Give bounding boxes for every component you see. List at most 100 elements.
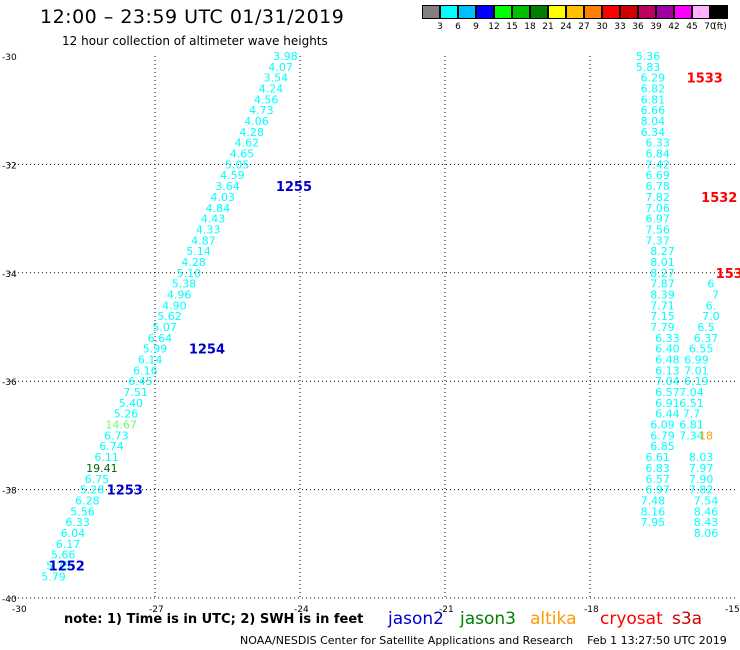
chart-title: 12:00 – 23:59 UTC 01/31/2019 [40,6,345,28]
swh-value: 4.24 [259,83,284,96]
swh-value: 14.67 [105,419,137,432]
scale-label: 6 [455,22,461,32]
swh-value: 7.42 [645,158,670,171]
y-tick-label: -38 [2,487,17,497]
swh-value: 7.04 [655,375,680,388]
swh-value: 8.16 [641,505,666,518]
scale-label: 9 [473,22,479,32]
swh-value: 4.56 [254,93,279,106]
swh-value: 6.81 [679,419,704,432]
swh-value: 5.05 [225,158,250,171]
swh-value: 7.48 [641,494,666,507]
credit-timestamp: Feb 1 13:27:50 UTC 2019 [587,634,727,647]
x-tick-label: -21 [439,605,454,615]
scale-label: 36 [632,22,644,32]
scale-swatch [620,5,638,19]
satellite-jason3: jason3 [460,609,516,629]
swh-value: 4.07 [268,61,293,74]
swh-value: 6.69 [645,169,670,182]
swh-value: 4.84 [206,202,231,215]
scale-label: 30 [596,22,608,32]
swh-value: 7.71 [650,299,675,312]
swh-value: 6.09 [650,419,675,432]
swh-value: 6.82 [641,83,666,96]
y-tick-label: -32 [2,161,17,171]
swh-value: 6.33 [655,332,680,345]
swh-value: 6.11 [94,451,119,464]
scale-label: 24 [560,22,572,32]
swh-value: 4.33 [196,223,221,236]
pass-number: 1254 [189,343,225,358]
scale-label: 21 [542,22,554,32]
scale-swatch [566,5,584,19]
swh-value: 6.55 [689,343,714,356]
swh-value: 7.7 [683,408,701,421]
swh-value: 7.04 [679,386,704,399]
swh-value: 3.54 [264,72,289,85]
swh-value: 8.39 [650,288,675,301]
swh-value: 4.65 [230,148,255,161]
pass-number: 1252 [49,559,85,574]
scale-swatch [710,5,728,19]
x-tick-label: -18 [584,605,599,615]
swh-value: 18 [699,429,713,442]
swh-value: 6. [706,299,717,312]
swh-value: 6.66 [641,104,666,117]
swh-value: 7.01 [684,364,709,377]
swh-value: 5.38 [172,278,197,291]
scale-label: 27 [578,22,590,32]
x-tick-label: -27 [149,605,164,615]
swh-value: 6.81 [641,93,666,106]
swh-value: 5.99 [143,343,168,356]
scale-swatch [638,5,656,19]
scale-label: 18 [524,22,536,32]
swh-value: 6.57 [655,386,680,399]
swh-value: 6.45 [128,375,153,388]
swh-value: 5.36 [636,50,661,63]
swh-value: 7.34 [679,429,704,442]
credit-text: NOAA/NESDIS Center for Satellite Applica… [240,634,574,647]
swh-value: 7.82 [689,484,714,497]
scale-label: 70 [704,22,716,32]
swh-value: 4.62 [235,137,260,150]
swh-value: 5.14 [186,245,211,258]
satellite-jason2: jason2 [388,609,444,629]
swh-value: 4.06 [244,115,269,128]
swh-value: 6.33 [645,137,670,150]
scale-swatch [512,5,530,19]
swh-value: 6.97 [645,213,670,226]
x-tick-label: -30 [12,605,27,615]
swh-value: 6.97 [645,484,670,497]
swh-value: 4.59 [220,169,245,182]
swh-value: 19.41 [86,462,118,475]
swh-value: 6.75 [85,473,110,486]
swh-value: 6.13 [655,364,680,377]
swh-value: 3.98 [273,50,298,63]
swh-value: 5.56 [70,505,95,518]
swh-value: 6.29 [641,72,666,85]
swh-value: 5.40 [119,397,144,410]
footer-note: note: 1) Time is in UTC; 2) SWH is in fe… [64,612,364,627]
scale-swatch [692,5,710,19]
swh-value: 8.06 [694,527,719,540]
swh-value: 7.95 [641,516,666,529]
swh-value: 4.28 [181,256,206,269]
swh-value: 7.82 [645,191,670,204]
swh-value: 5.26 [114,408,139,421]
swh-value: 5.07 [152,321,177,334]
x-tick-label: -15 [725,605,740,615]
swh-value: 6.91 [655,397,680,410]
swh-value: 7.90 [689,473,714,486]
scale-swatch [440,5,458,19]
scale-swatch [674,5,692,19]
swh-value: 8.43 [694,516,719,529]
scale-label: 39 [650,22,662,32]
swh-value: 6.84 [645,148,670,161]
swh-value: 7.51 [123,386,148,399]
swh-value: 7.79 [650,321,675,334]
swh-value: 6 [707,278,714,291]
y-tick-label: -30 [2,53,17,63]
swh-value: 6.5 [697,321,715,334]
swh-value: 7.37 [645,234,670,247]
swh-value: 5.28 [80,484,105,497]
